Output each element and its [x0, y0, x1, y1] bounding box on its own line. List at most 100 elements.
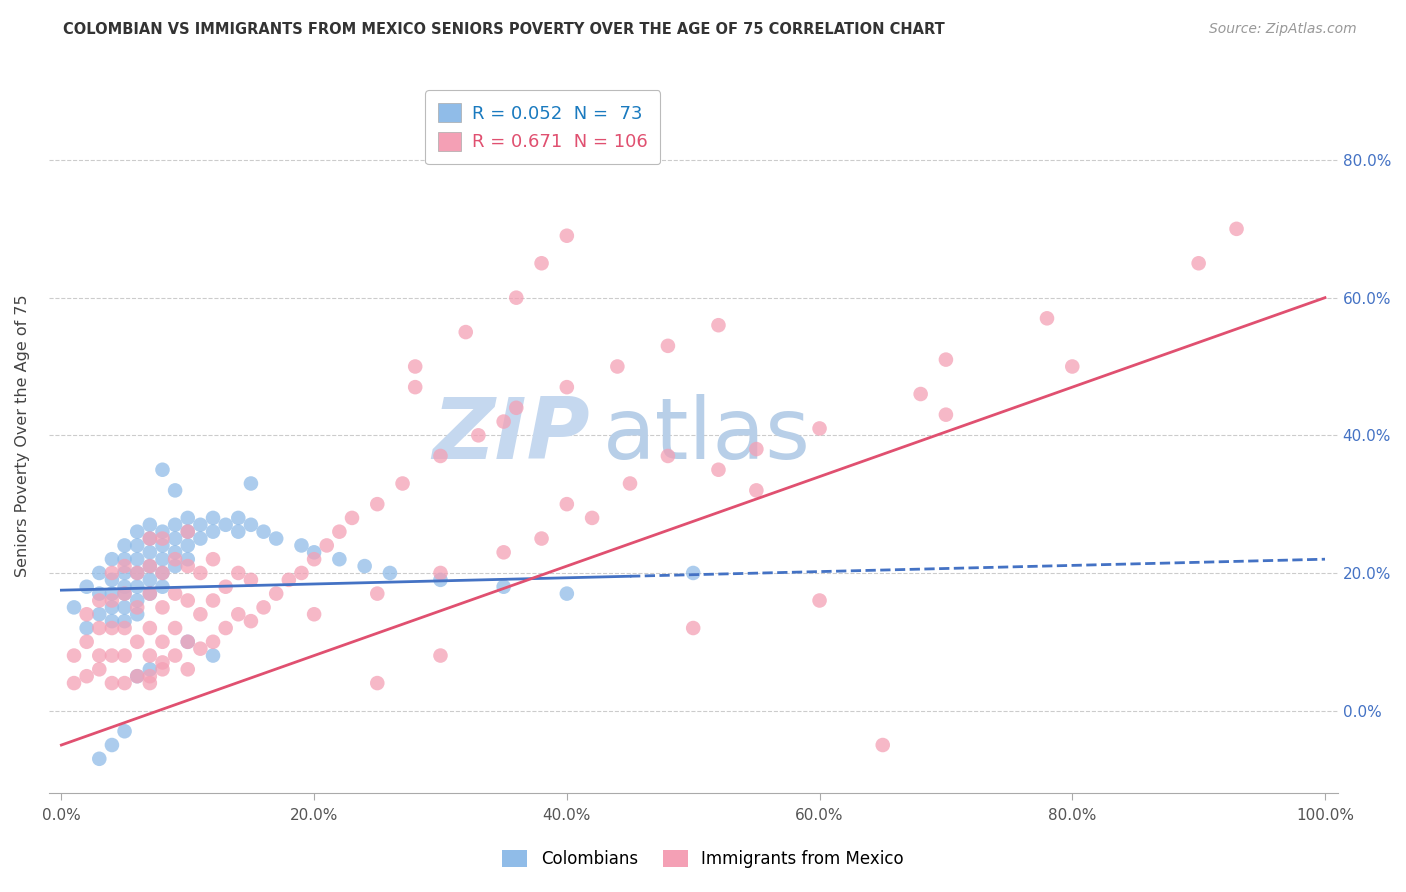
Point: [139, 676, 162, 690]
Point: [177, 524, 200, 539]
Point: [127, 600, 149, 615]
Point: [89, 621, 111, 635]
Point: [114, 614, 136, 628]
Point: [139, 545, 162, 559]
Point: [114, 676, 136, 690]
Point: [101, 566, 124, 580]
Point: [214, 621, 236, 635]
Point: [152, 580, 174, 594]
Point: [872, 738, 894, 752]
Point: [152, 538, 174, 552]
Point: [152, 532, 174, 546]
Point: [165, 517, 187, 532]
Point: [302, 545, 325, 559]
Point: [127, 669, 149, 683]
Point: [139, 559, 162, 574]
Point: [290, 566, 312, 580]
Point: [165, 586, 187, 600]
Point: [606, 359, 628, 374]
Point: [378, 566, 401, 580]
Point: [290, 538, 312, 552]
Point: [101, 738, 124, 752]
Point: [492, 545, 515, 559]
Point: [76, 634, 98, 648]
Point: [555, 380, 578, 394]
Point: [555, 228, 578, 243]
Point: [114, 724, 136, 739]
Point: [165, 545, 187, 559]
Point: [76, 580, 98, 594]
Point: [127, 566, 149, 580]
Point: [177, 662, 200, 676]
Point: [177, 524, 200, 539]
Point: [101, 586, 124, 600]
Point: [139, 532, 162, 546]
Point: [239, 573, 262, 587]
Point: [214, 580, 236, 594]
Point: [63, 600, 86, 615]
Point: [114, 586, 136, 600]
Point: [277, 573, 299, 587]
Point: [214, 517, 236, 532]
Point: [89, 752, 111, 766]
Point: [139, 586, 162, 600]
Text: atlas: atlas: [603, 394, 811, 477]
Point: [152, 463, 174, 477]
Point: [505, 401, 527, 415]
Point: [530, 256, 553, 270]
Point: [139, 621, 162, 635]
Point: [302, 552, 325, 566]
Point: [202, 634, 225, 648]
Point: [252, 600, 274, 615]
Point: [366, 676, 388, 690]
Point: [177, 552, 200, 566]
Point: [707, 463, 730, 477]
Point: [152, 566, 174, 580]
Point: [910, 387, 932, 401]
Point: [935, 352, 957, 367]
Point: [226, 524, 249, 539]
Point: [101, 600, 124, 615]
Y-axis label: Seniors Poverty Over the Age of 75: Seniors Poverty Over the Age of 75: [15, 294, 30, 576]
Point: [139, 517, 162, 532]
Point: [935, 408, 957, 422]
Point: [190, 532, 212, 546]
Point: [89, 662, 111, 676]
Point: [139, 669, 162, 683]
Point: [239, 614, 262, 628]
Point: [76, 621, 98, 635]
Point: [101, 614, 124, 628]
Point: [1036, 311, 1059, 326]
Point: [190, 641, 212, 656]
Point: [682, 621, 704, 635]
Point: [114, 580, 136, 594]
Point: [165, 621, 187, 635]
Point: [177, 511, 200, 525]
Point: [340, 511, 363, 525]
Point: [152, 552, 174, 566]
Point: [202, 552, 225, 566]
Point: [555, 586, 578, 600]
Point: [429, 573, 451, 587]
Point: [127, 669, 149, 683]
Point: [63, 648, 86, 663]
Point: [366, 586, 388, 600]
Point: [76, 607, 98, 622]
Point: [177, 538, 200, 552]
Point: [152, 634, 174, 648]
Point: [127, 552, 149, 566]
Point: [454, 325, 477, 339]
Point: [328, 552, 350, 566]
Point: [152, 566, 174, 580]
Point: [190, 566, 212, 580]
Point: [127, 580, 149, 594]
Point: [505, 291, 527, 305]
Point: [1062, 359, 1084, 374]
Point: [177, 593, 200, 607]
Point: [202, 524, 225, 539]
Point: [202, 593, 225, 607]
Point: [429, 566, 451, 580]
Point: [492, 580, 515, 594]
Point: [139, 532, 162, 546]
Point: [492, 415, 515, 429]
